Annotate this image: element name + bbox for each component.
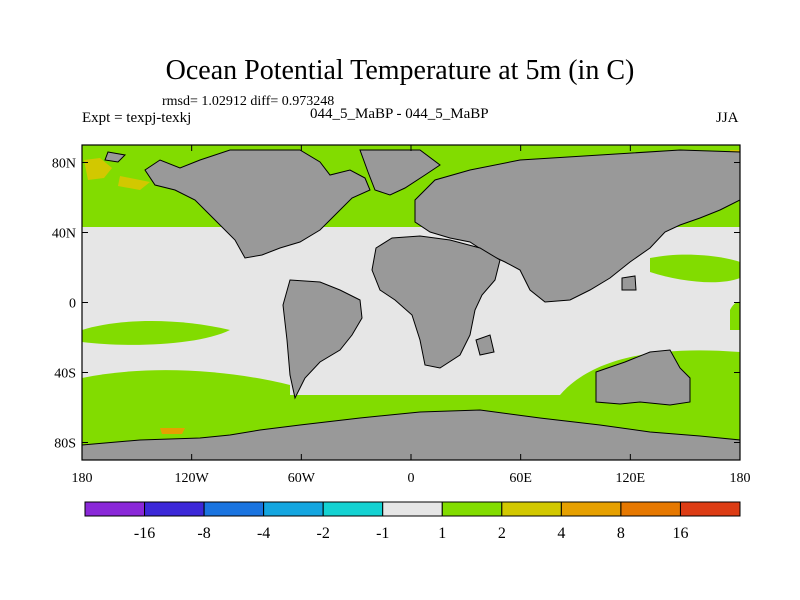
- australia: [595, 349, 691, 406]
- colorbar-swatch: [441, 501, 503, 517]
- hotspot-bering: [118, 176, 150, 190]
- colorbar-label: 2: [498, 525, 506, 542]
- colorbar-swatch: [84, 501, 146, 517]
- colorbar-label: -8: [197, 525, 210, 542]
- colorbar-label: 1: [438, 525, 446, 542]
- colorbar-swatch: [560, 501, 622, 517]
- madagascar: [475, 334, 495, 356]
- lat-tick-label: 40S: [54, 367, 76, 382]
- arctic-island-west: [104, 151, 127, 163]
- lat-tick-label: 80S: [54, 437, 76, 452]
- lon-tick-label: 180: [72, 471, 93, 486]
- axis-ticks: 80N 40N 0 40S 80S 180 120W 60W 0 60E 120E 180: [52, 145, 751, 486]
- lat-tick-label: 0: [69, 297, 76, 312]
- lon-tick-label: 120W: [175, 471, 210, 486]
- colorbar-label: 8: [617, 525, 625, 542]
- greenland: [359, 149, 441, 196]
- lon-tick-label: 120E: [616, 471, 646, 486]
- lat-tick-label: 40N: [52, 227, 76, 242]
- north-america: [144, 149, 371, 259]
- season-label: JJA: [716, 110, 739, 126]
- colorbar-label: -2: [317, 525, 330, 542]
- colorbar: -16 -8 -4 -2 -1 1 2 4 8 16: [84, 501, 741, 542]
- east-edge-patch: [730, 301, 740, 330]
- eurasia: [414, 149, 741, 303]
- land-masses: [81, 149, 741, 461]
- case-label: 044_5_MaBP - 044_5_MaBP: [310, 106, 489, 122]
- colorbar-swatch: [501, 501, 562, 517]
- colorbar-swatch: [263, 501, 324, 517]
- map-plot: 80N 40N 0 40S 80S 180 120W 60W 0 60E 120E 180: [52, 144, 751, 486]
- colorbar-label: -16: [134, 525, 155, 542]
- stats-label: rmsd= 1.02912 diff= 0.973248: [162, 94, 335, 109]
- colorbar-label: 16: [672, 525, 688, 542]
- lon-tick-label: 180: [730, 471, 751, 486]
- hotspot-south: [160, 428, 185, 434]
- hotspot-far-west: [84, 158, 112, 180]
- colorbar-label: 4: [557, 525, 565, 542]
- colorbar-swatch: [203, 501, 265, 517]
- colorbar-swatch: [144, 501, 205, 517]
- experiment-label: Expt = texpj-texkj: [82, 110, 192, 126]
- colorbar-swatch: [620, 501, 681, 517]
- lon-tick-label: 0: [408, 471, 415, 486]
- colorbar-label: -4: [257, 525, 270, 542]
- south-pacific-warm-patch: [82, 370, 290, 400]
- colorbar-label: -1: [376, 525, 389, 542]
- lon-tick-label: 60E: [509, 471, 532, 486]
- colorbar-swatch: [679, 501, 741, 517]
- map-title: Ocean Potential Temperature at 5m (in C): [165, 55, 635, 86]
- colorbar-swatch: [382, 501, 443, 517]
- lon-tick-label: 60W: [288, 471, 316, 486]
- southeast-asia-island: [621, 275, 637, 291]
- lat-tick-label: 80N: [52, 157, 76, 172]
- north-pacific-west-patch: [650, 254, 740, 283]
- colorbar-swatch: [322, 501, 384, 517]
- africa: [371, 235, 501, 369]
- pacific-warm-patch: [82, 321, 230, 345]
- south-america: [282, 279, 363, 400]
